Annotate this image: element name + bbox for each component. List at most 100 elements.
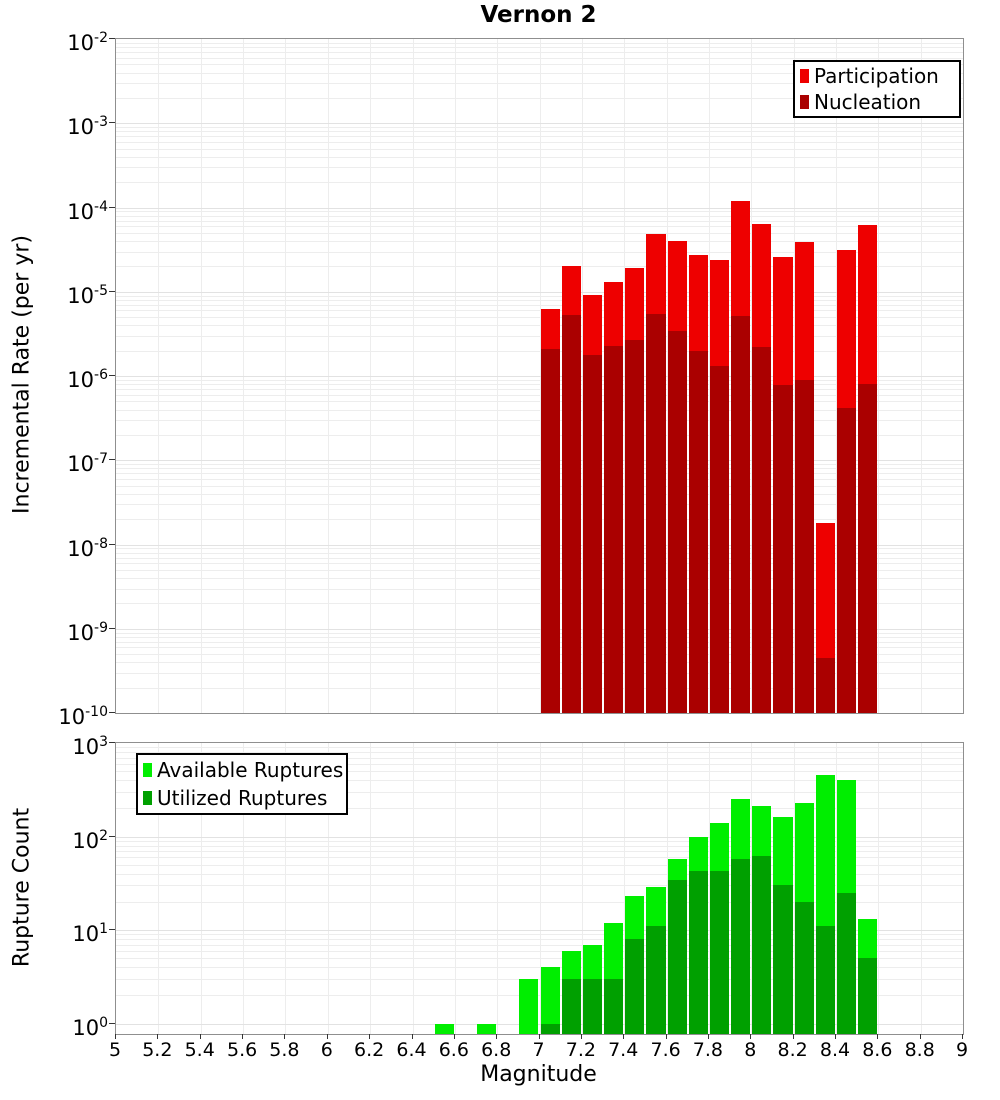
gridline (116, 335, 963, 337)
utilized-ruptures-bar (709, 870, 730, 1034)
gridline (116, 901, 963, 903)
gridline (116, 83, 963, 85)
x-tick-label: 6.2 (353, 1039, 385, 1061)
participation-swatch-icon (800, 69, 809, 83)
gridline (116, 632, 963, 634)
legend-item-nucleation: Nucleation (800, 90, 959, 114)
nucleation-bar (794, 379, 814, 713)
x-tick-mark (580, 1034, 582, 1039)
available-ruptures-bar (540, 967, 560, 1034)
x-tick-mark (538, 1034, 540, 1039)
utilized-ruptures-bar (731, 859, 751, 1034)
nucleation-swatch-icon (800, 95, 809, 109)
gridline (116, 141, 963, 143)
utilized-ruptures-bar (625, 939, 645, 1034)
gridline (116, 251, 963, 253)
y-tick-mark (109, 206, 115, 208)
gridline (116, 72, 963, 74)
gridline (116, 379, 963, 381)
gridline (116, 42, 963, 44)
gridline (793, 743, 795, 1034)
x-tick-mark (665, 1034, 667, 1039)
x-tick-mark (792, 1034, 794, 1039)
nucleation-bar (540, 348, 560, 713)
gridline (116, 934, 963, 936)
gridline (116, 654, 963, 656)
gridline (116, 350, 963, 352)
gridline (116, 557, 963, 559)
gridline (116, 845, 963, 847)
x-tick-label: 6.6 (438, 1039, 469, 1061)
gridline (116, 864, 963, 866)
gridline (116, 544, 963, 546)
gridline (116, 563, 963, 565)
gridline (116, 47, 963, 49)
nucleation-bar (582, 354, 603, 713)
y-tick-label: 10-9 (67, 619, 108, 645)
y-tick-label: 10-5 (67, 282, 108, 308)
gridline (539, 743, 541, 1034)
gridline (116, 978, 963, 980)
x-tick-label: 7.6 (650, 1039, 681, 1061)
gridline (116, 763, 963, 765)
y-tick-mark (109, 627, 115, 629)
gridline (116, 687, 963, 689)
gridline (116, 647, 963, 649)
legend-label-available-ruptures: Available Ruptures (157, 758, 344, 783)
nucleation-bar (752, 347, 772, 713)
gridline (116, 97, 963, 99)
gridline (116, 791, 963, 793)
available-ruptures-bar (477, 1023, 497, 1034)
y-tick-mark (109, 459, 115, 461)
utilized-ruptures-bar (688, 870, 708, 1034)
utilized-ruptures-bar (815, 926, 835, 1034)
x-tick-label: 5.8 (269, 1039, 300, 1061)
rate-legend: Participation Nucleation (793, 60, 961, 118)
gridline (116, 304, 963, 306)
x-tick-mark (962, 1034, 963, 1039)
x-tick-label: 8.4 (819, 1039, 851, 1061)
x-tick-label: 5.2 (142, 1039, 173, 1061)
x-tick-mark (326, 1034, 328, 1039)
gridline (116, 460, 963, 462)
gridline (327, 743, 329, 1034)
gridline (116, 504, 963, 506)
y-tick-label: 102 (72, 827, 108, 853)
legend-item-utilized-ruptures: Utilized Ruptures (143, 786, 346, 810)
gridline (116, 464, 963, 466)
gridline (285, 743, 287, 1034)
nucleation-bar (815, 658, 835, 713)
nucleation-bar (625, 339, 645, 713)
y-tick-mark (109, 122, 115, 124)
gridline (116, 747, 963, 749)
x-tick-label: 5.6 (226, 1039, 258, 1061)
gridline (116, 394, 963, 396)
gridline (200, 743, 202, 1034)
gridline (581, 743, 583, 1034)
y-tick-label: 10-10 (58, 704, 108, 729)
available-ruptures-swatch-icon (143, 763, 152, 778)
x-tick-label: 7.2 (565, 1039, 596, 1061)
nucleation-bar (646, 314, 666, 713)
gridline (920, 743, 922, 1034)
gridline (116, 636, 963, 638)
x-tick-label: 8.8 (904, 1039, 935, 1061)
gridline (370, 743, 372, 1034)
x-tick-mark (707, 1034, 709, 1039)
gridline (116, 628, 963, 630)
x-tick-mark (877, 1034, 879, 1039)
gridline (116, 127, 963, 129)
utilized-ruptures-bar (646, 926, 666, 1034)
gridline (116, 310, 963, 312)
gridline (116, 325, 963, 327)
gridline (116, 641, 963, 643)
y-tick-label: 10-2 (67, 30, 108, 55)
gridline (116, 930, 963, 931)
nucleation-bar (858, 384, 878, 713)
gridline (116, 376, 963, 377)
x-tick-mark (242, 1034, 244, 1039)
gridline (497, 743, 499, 1034)
utilized-ruptures-bar (858, 958, 878, 1034)
gridline (116, 1023, 963, 1025)
